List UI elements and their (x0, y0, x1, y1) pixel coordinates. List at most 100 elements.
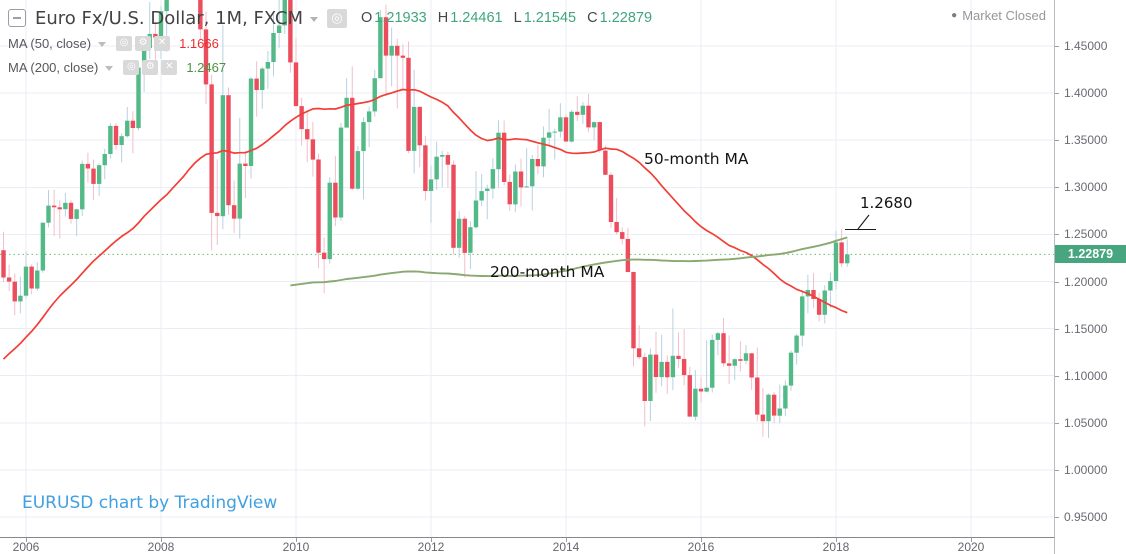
candle[interactable] (395, 38, 400, 109)
candle[interactable] (743, 344, 749, 365)
candle[interactable] (788, 350, 794, 391)
candle[interactable] (338, 122, 344, 221)
chevron-down-icon[interactable] (105, 65, 114, 71)
candle[interactable] (40, 222, 46, 273)
candle[interactable] (440, 150, 445, 187)
candle[interactable] (468, 221, 473, 269)
candle[interactable] (642, 352, 647, 427)
candle[interactable] (248, 77, 254, 179)
candle[interactable] (710, 334, 715, 393)
candle[interactable] (125, 107, 130, 138)
candle[interactable] (811, 272, 816, 309)
gear-icon[interactable]: ⚙ (135, 35, 152, 51)
candle[interactable] (29, 264, 34, 295)
candle[interactable] (57, 200, 62, 239)
candle[interactable] (310, 122, 316, 177)
candle[interactable] (535, 144, 541, 175)
candle[interactable] (507, 174, 512, 211)
candlestick-chart[interactable] (0, 0, 1054, 537)
ma-200-line[interactable] (290, 236, 848, 287)
candle[interactable] (417, 106, 422, 168)
symbol-title[interactable]: Euro Fx/U.S. Dollar, 1M, FXCM (35, 7, 304, 29)
candle[interactable] (501, 120, 507, 186)
chevron-down-icon[interactable] (98, 41, 107, 47)
candle[interactable] (653, 331, 659, 393)
time-axis[interactable]: 2006 2008 2010 2012 2014 2016 2018 2020 (0, 537, 1054, 554)
candle[interactable] (18, 276, 23, 314)
candle[interactable] (839, 229, 844, 267)
candle[interactable] (361, 117, 366, 200)
candle[interactable] (203, 11, 209, 105)
candle[interactable] (648, 348, 653, 421)
candle[interactable] (530, 154, 535, 211)
candle[interactable] (665, 355, 670, 394)
candle[interactable] (451, 160, 456, 255)
ma50-annotation-label[interactable]: 50-month MA (644, 150, 749, 168)
candle[interactable] (231, 180, 237, 234)
candle[interactable] (794, 333, 799, 365)
candle[interactable] (614, 198, 619, 235)
candle[interactable] (625, 227, 631, 273)
candle[interactable] (473, 171, 479, 229)
candle[interactable] (434, 141, 439, 190)
candle[interactable] (63, 193, 68, 217)
candle[interactable] (260, 66, 265, 109)
trendline-annotation[interactable] (845, 214, 876, 231)
candle[interactable] (845, 239, 850, 267)
eye-toggle-button[interactable]: ◎ (327, 8, 348, 28)
ma200-legend-label[interactable]: MA (200, close) (8, 59, 99, 75)
chevron-down-icon[interactable] (310, 17, 319, 22)
candle[interactable] (732, 358, 737, 381)
candle[interactable] (215, 159, 220, 245)
candle[interactable] (108, 123, 113, 159)
ma200-annotation-label[interactable]: 200-month MA (490, 263, 605, 281)
candle[interactable] (676, 332, 681, 368)
candle[interactable] (423, 135, 428, 201)
candle[interactable] (91, 159, 96, 200)
candle[interactable] (563, 114, 569, 143)
candle[interactable] (479, 174, 484, 206)
candle[interactable] (68, 200, 74, 224)
candle[interactable] (316, 153, 321, 269)
candle[interactable] (293, 38, 299, 107)
candle[interactable] (12, 273, 17, 316)
candle[interactable] (631, 271, 636, 367)
candle[interactable] (74, 208, 79, 236)
candle[interactable] (265, 51, 271, 89)
candle[interactable] (366, 106, 372, 147)
candle[interactable] (704, 340, 709, 393)
close-icon[interactable]: ✕ (154, 35, 171, 51)
candle[interactable] (102, 148, 107, 180)
candle[interactable] (276, 0, 282, 48)
candle[interactable] (243, 150, 248, 198)
candle[interactable] (485, 184, 490, 220)
candle[interactable] (687, 366, 692, 418)
candle[interactable] (816, 292, 822, 322)
eye-icon[interactable]: ◎ (123, 59, 140, 75)
candle[interactable] (333, 155, 338, 227)
price-axis[interactable]: 1.22879 1.45000 1.40000 1.35000 1.30000 1.25… (1054, 0, 1126, 537)
candle[interactable] (496, 120, 501, 188)
close-icon[interactable]: ✕ (161, 59, 178, 75)
candle[interactable] (130, 111, 136, 154)
candle[interactable] (80, 160, 85, 217)
candle[interactable] (406, 41, 411, 154)
candle[interactable] (113, 123, 119, 150)
candle[interactable] (800, 290, 805, 347)
candle[interactable] (327, 177, 332, 264)
candle[interactable] (23, 251, 29, 299)
candle[interactable] (575, 96, 580, 121)
candle[interactable] (766, 393, 771, 438)
candle[interactable] (698, 377, 704, 403)
candle[interactable] (681, 329, 687, 386)
candle[interactable] (721, 317, 726, 367)
candle[interactable] (198, 0, 203, 40)
candle[interactable] (715, 331, 721, 356)
candle[interactable] (445, 151, 451, 188)
candle[interactable] (85, 152, 91, 183)
candle[interactable] (490, 158, 496, 199)
candle[interactable] (760, 387, 766, 437)
candle[interactable] (119, 133, 124, 163)
candle[interactable] (462, 216, 467, 278)
candle[interactable] (518, 158, 524, 207)
